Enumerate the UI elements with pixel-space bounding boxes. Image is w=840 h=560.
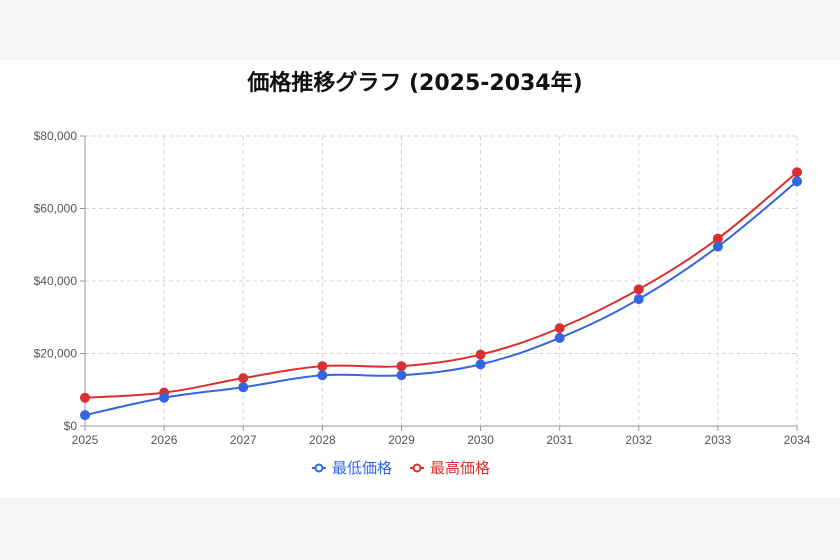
data-point[interactable]	[396, 361, 407, 372]
data-point[interactable]	[554, 332, 565, 343]
x-tick-label: 2029	[388, 433, 415, 447]
data-point[interactable]	[159, 392, 170, 403]
x-tick-label: 2025	[72, 433, 99, 447]
data-point[interactable]	[80, 410, 90, 421]
series-line	[84, 180, 798, 417]
legend-label: 最高価格	[430, 459, 490, 477]
data-point[interactable]	[475, 359, 486, 370]
y-tick-label: $40,000	[34, 274, 78, 288]
y-tick-label: $0	[64, 419, 78, 433]
chart-title: 価格推移グラフ (2025-2034年)	[246, 70, 582, 96]
grid	[85, 135, 798, 426]
data-point[interactable]	[792, 167, 802, 178]
x-tick-label: 2032	[625, 433, 652, 447]
axes: $0 $20,000 $40,000 $60,000 $80,000 2025 2026 20…	[34, 129, 811, 447]
series-max-price	[80, 167, 802, 403]
data-point[interactable]	[80, 392, 90, 403]
line-chart: 価格推移グラフ (2025-2034年) $0 $20,000 $40,000 $60…	[34, 70, 811, 477]
y-tick-label: $80,000	[34, 129, 78, 143]
x-tick-label: 2034	[784, 433, 811, 447]
x-tick-label: 2026	[151, 433, 178, 447]
series-layer	[80, 167, 802, 421]
data-point[interactable]	[238, 373, 249, 384]
data-point[interactable]	[317, 370, 328, 381]
data-point[interactable]	[554, 323, 565, 334]
y-tick-label: $60,000	[34, 202, 78, 216]
x-tick-label: 2030	[467, 433, 494, 447]
legend[interactable]: 最低価格 最高価格	[312, 459, 490, 477]
data-point[interactable]	[633, 284, 644, 295]
data-point[interactable]	[475, 349, 486, 360]
legend-label: 最低価格	[332, 459, 392, 477]
chart-card: 価格推移グラフ (2025-2034年) $0 $20,000 $40,000 $60…	[0, 60, 840, 498]
data-point[interactable]	[792, 176, 802, 187]
data-point[interactable]	[712, 233, 723, 244]
series-line	[84, 171, 798, 399]
data-point[interactable]	[238, 382, 249, 393]
data-point[interactable]	[633, 294, 644, 305]
legend-item-min-price[interactable]: 最低価格	[312, 459, 392, 477]
data-point[interactable]	[317, 361, 328, 372]
x-tick-label: 2027	[230, 433, 257, 447]
data-point[interactable]	[396, 370, 407, 381]
data-point[interactable]	[712, 241, 723, 252]
legend-swatch-marker	[412, 463, 422, 473]
legend-swatch-marker	[314, 463, 324, 473]
y-tick-label: $20,000	[34, 347, 78, 361]
x-tick-label: 2028	[309, 433, 336, 447]
x-tick-label: 2031	[546, 433, 573, 447]
legend-item-max-price[interactable]: 最高価格	[410, 459, 490, 477]
x-tick-label: 2033	[705, 433, 732, 447]
series-min-price	[80, 176, 802, 421]
